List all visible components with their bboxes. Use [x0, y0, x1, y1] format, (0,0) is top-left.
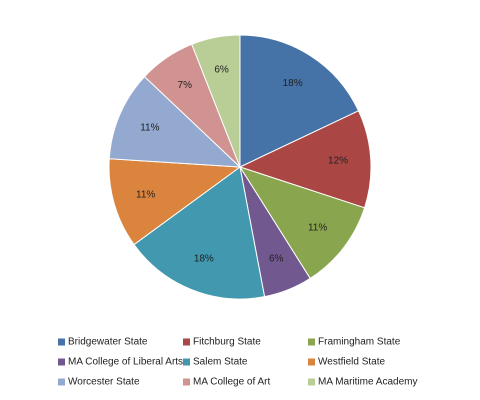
pie-slice — [108, 75, 242, 168]
data-label: 7% — [178, 80, 193, 91]
legend-swatch — [308, 338, 315, 346]
pie-slice — [133, 166, 266, 300]
legend-swatch — [183, 378, 190, 386]
legend-label: MA Maritime Academy — [318, 377, 417, 388]
legend-swatch — [58, 358, 65, 366]
data-label: 11% — [136, 189, 155, 200]
data-label: 11% — [308, 222, 327, 233]
data-label: 18% — [283, 78, 303, 89]
legend-label: Worcester State — [68, 377, 140, 388]
legend-swatch — [58, 338, 65, 346]
pie-slice — [239, 34, 360, 168]
pie-slice — [238, 110, 372, 209]
legend-label: MA College of Liberal Arts — [68, 357, 183, 368]
data-label: 6% — [269, 254, 284, 265]
legend-label: Fitchburg State — [193, 337, 261, 348]
legend-swatch — [183, 338, 190, 346]
pie-slice — [191, 34, 241, 168]
pie-slice — [108, 158, 242, 246]
data-label: 18% — [194, 254, 214, 265]
data-label: 6% — [214, 64, 229, 75]
legend-label: Bridgewater State — [68, 337, 148, 348]
legend-swatch — [308, 378, 315, 386]
legend-swatch — [58, 378, 65, 386]
data-label: 12% — [328, 155, 348, 166]
legend-label: Salem State — [193, 357, 248, 368]
pie-slice — [238, 166, 366, 280]
legend-swatch — [308, 358, 315, 366]
legend-label: Westfield State — [318, 357, 386, 368]
legend-label: MA College of Art — [193, 377, 270, 388]
legend-label: Framingham State — [318, 337, 401, 348]
data-label: 11% — [140, 122, 159, 133]
legend-swatch — [183, 358, 190, 366]
